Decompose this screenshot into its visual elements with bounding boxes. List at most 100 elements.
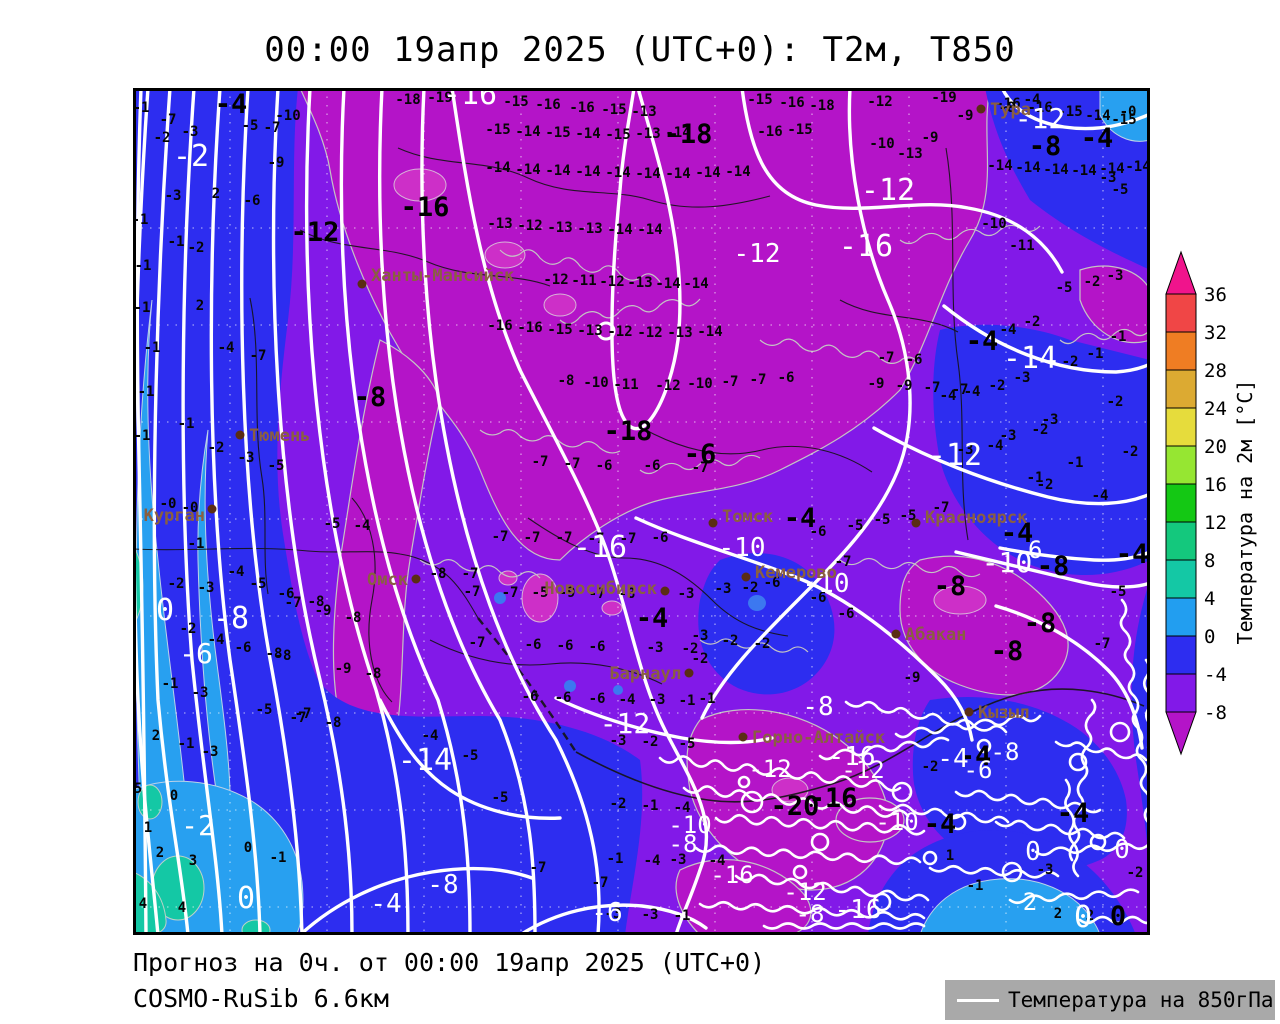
station-value: -8 <box>275 648 292 664</box>
station-value: -6 <box>555 690 572 706</box>
t850-contour-label: -12 <box>748 755 791 783</box>
station-value: -6 <box>235 640 252 656</box>
station-value: -15 <box>605 127 630 143</box>
station-value: -1 <box>178 736 195 752</box>
station-value: -15 <box>547 322 572 338</box>
station-value: -2 <box>1024 314 1041 330</box>
station-value: -3 <box>198 580 215 596</box>
station-value: -14 <box>515 162 540 178</box>
station-value: -1 <box>1027 470 1044 486</box>
station-value: -2 <box>722 633 739 649</box>
station-value: -10 <box>981 216 1006 232</box>
colorbar-segment <box>1165 331 1197 371</box>
t850-contour-label: -16 <box>710 861 753 889</box>
station-value: -7 <box>878 350 895 366</box>
t850-contour-label: 2 <box>1023 888 1037 916</box>
station-value: 5 <box>134 781 142 797</box>
t850-contours-mountains <box>658 598 1150 930</box>
legend-850: Температура на 850гПа <box>945 980 1275 1020</box>
t850-contour-label: -12 <box>734 239 781 269</box>
station-value: -16 <box>535 97 560 113</box>
t850-contour-label: -6 <box>964 756 993 784</box>
station-value: -1 <box>134 428 151 444</box>
station-value: -5 <box>532 585 549 601</box>
t850-contour-label: -10 <box>719 533 766 563</box>
station-value: -3 <box>715 581 732 597</box>
t850-contour-label: -14 <box>1003 341 1057 376</box>
colorbar-tick: 20 <box>1204 436 1227 458</box>
station-value: -1 <box>1110 329 1127 345</box>
colorbar: 36 32 28 24 20 16 12 8 4 0 -4 -8 <box>1165 250 1227 756</box>
station-value: -2 <box>610 796 627 812</box>
station-value: -8 <box>308 594 325 610</box>
station-value: -4 <box>964 384 981 400</box>
station-value: -7 <box>264 120 281 136</box>
t850-contour-label: -12 <box>783 878 826 906</box>
station-value: -2 <box>642 734 659 750</box>
station-value: 1 <box>144 820 152 836</box>
station-value: -3 <box>647 640 664 656</box>
station-value: -14 <box>605 165 630 181</box>
station-value: -8 <box>325 715 342 731</box>
station-value: -7 <box>750 372 767 388</box>
city-dot <box>708 518 718 528</box>
station-value: -3 <box>1107 268 1124 284</box>
station-value: -4 <box>1092 488 1109 504</box>
city-dot <box>660 586 670 596</box>
station-value: -2 <box>742 580 759 596</box>
station-value: -12 <box>867 94 892 110</box>
colorbar-tick: 8 <box>1204 550 1215 572</box>
station-value: -8 <box>430 566 447 582</box>
t2m-contour-label: -8 <box>1029 131 1062 162</box>
t850-contour-label: 0 <box>237 881 255 916</box>
t850-contour-label: 0 <box>1025 837 1041 867</box>
station-value: -7 <box>589 586 606 602</box>
city-dot <box>911 518 921 528</box>
colorbar-tick: 24 <box>1204 398 1227 420</box>
city-label: Курган <box>144 506 205 526</box>
station-value: -11 <box>571 273 596 289</box>
station-value: -12 <box>599 274 624 290</box>
t850-contour-label: -8 <box>991 738 1020 766</box>
station-value: -16 <box>569 100 594 116</box>
station-value: -15 <box>485 122 510 138</box>
station-value: -4 <box>987 438 1004 454</box>
station-value: -10 <box>275 108 300 124</box>
station-value: -1 <box>699 691 716 707</box>
colorbar-tick: 28 <box>1204 360 1227 382</box>
station-value: 0 <box>244 840 252 856</box>
t2m-contour-label: -18 <box>664 119 713 150</box>
station-value: -3 <box>182 124 199 140</box>
station-value: -3 <box>1014 370 1031 386</box>
station-value: -0 <box>1120 104 1137 120</box>
station-value: -9 <box>335 661 352 677</box>
station-value: 1 <box>946 848 954 864</box>
station-value: -5 <box>324 516 341 532</box>
t2m-contour-label: -8 <box>934 571 967 602</box>
station-value: -7 <box>530 860 547 876</box>
station-value: -14 <box>1043 162 1068 178</box>
station-value: -2 <box>922 759 939 775</box>
city-dot <box>741 572 751 582</box>
station-value: -6 <box>589 691 606 707</box>
station-value: -6 <box>589 639 606 655</box>
station-value: -3 <box>165 188 182 204</box>
t2m-contour-label: -4 <box>966 326 999 357</box>
t850-contour-label: -12 <box>928 438 982 473</box>
station-value: -2 <box>168 576 185 592</box>
station-value: -3 <box>957 442 974 458</box>
station-value: -4 <box>1024 92 1041 108</box>
model-caption: COSMO-RuSib 6.6км <box>133 984 389 1013</box>
t2m-contour-label: -16 <box>809 783 858 814</box>
station-value: -13 <box>577 323 602 339</box>
t2m-contour-label: -18 <box>604 416 653 447</box>
station-value: -2 <box>1062 354 1079 370</box>
station-value: -2 <box>682 641 699 657</box>
station-value: -2 <box>1127 865 1144 881</box>
station-value: -6 <box>644 458 661 474</box>
t850-contour-label: 0 <box>156 593 174 628</box>
station-value: -5 <box>250 576 267 592</box>
map-canvas: -18 -19 -15 -16 -16 -15 -13-15 -16 -18 -12 -19 -16-… <box>133 88 1150 935</box>
station-value: -2 <box>692 651 709 667</box>
city-label: Барнаул <box>609 664 681 684</box>
